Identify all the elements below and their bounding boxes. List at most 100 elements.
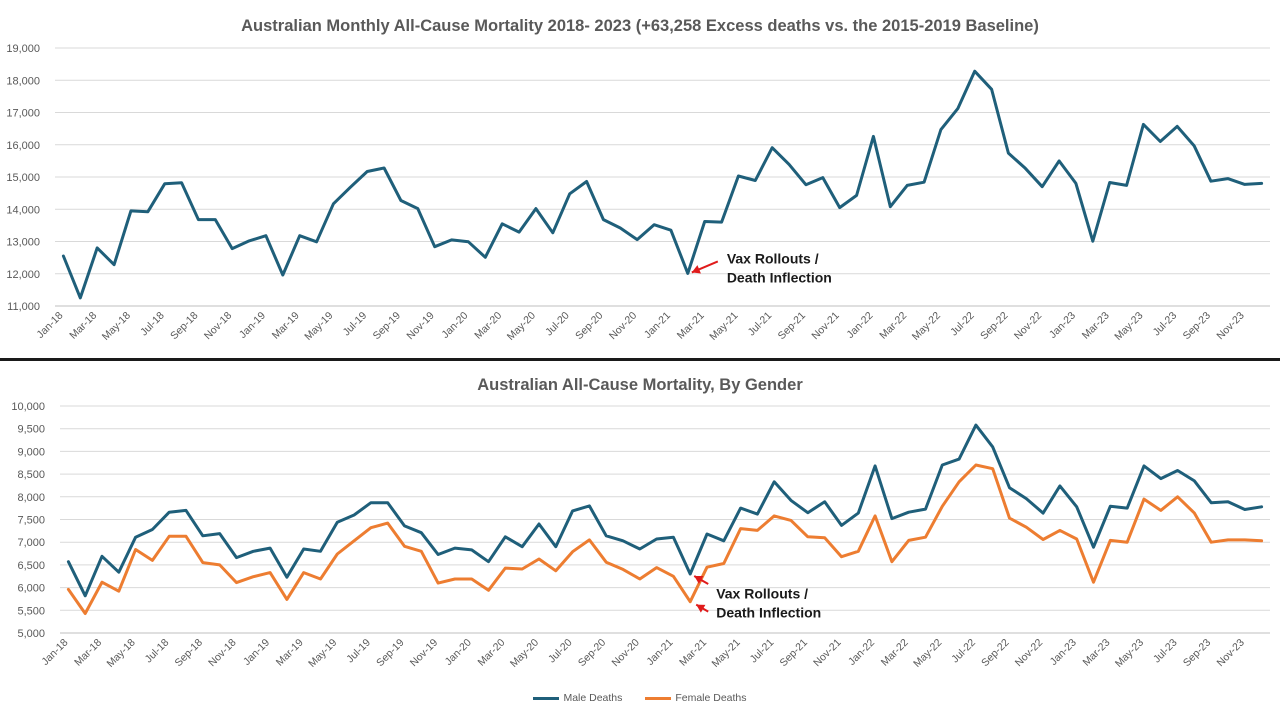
chart-legend: Male Deaths Female Deaths xyxy=(0,692,1280,704)
x-tick-label: Nov-18 xyxy=(206,637,239,670)
x-tick-label: May-20 xyxy=(508,637,541,670)
y-tick-label: 11,000 xyxy=(7,301,40,313)
y-tick-label: 13,000 xyxy=(6,237,40,249)
x-tick-label: Nov-20 xyxy=(607,310,640,343)
x-tick-label: Sep-20 xyxy=(576,637,609,670)
x-tick-label: Mar-21 xyxy=(677,637,709,669)
x-tick-label: Sep-21 xyxy=(778,637,811,670)
x-tick-label: Jul-22 xyxy=(948,310,977,339)
y-tick-label: 8,000 xyxy=(17,492,45,504)
x-tick-label: Sep-19 xyxy=(374,637,407,670)
x-tick-label: Jan-22 xyxy=(846,637,877,668)
y-tick-label: 6,500 xyxy=(17,560,45,572)
legend-swatch-female xyxy=(645,696,672,700)
chart-title: Australian All-Cause Mortality, By Gende… xyxy=(477,376,803,394)
x-tick-label: Jan-18 xyxy=(34,310,65,341)
x-tick-label: Sep-20 xyxy=(573,310,606,343)
chart-panel-gender-mortality: Australian All-Cause Mortality, By Gende… xyxy=(0,361,1280,720)
x-tick-label: Jul-19 xyxy=(341,310,370,339)
x-tick-label: Nov-21 xyxy=(809,310,842,343)
x-tick-label: Nov-21 xyxy=(811,637,844,670)
x-tick-label: May-18 xyxy=(105,637,138,670)
series-line-2 xyxy=(66,463,1264,615)
x-tick-label: Mar-23 xyxy=(1080,310,1112,342)
x-tick-label: Sep-22 xyxy=(978,310,1011,343)
x-tick-label: May-18 xyxy=(100,310,133,343)
x-tick-label: Mar-18 xyxy=(72,637,104,669)
x-tick-label: Jan-19 xyxy=(237,310,268,341)
y-tick-label: 18,000 xyxy=(6,75,40,87)
y-tick-label: 9,500 xyxy=(17,424,45,436)
x-tick-label: May-23 xyxy=(1113,637,1146,670)
annotation-arrow-head xyxy=(694,575,704,584)
x-tick-label: Mar-23 xyxy=(1080,637,1112,669)
chart-divider xyxy=(0,358,1280,361)
x-tick-label: Sep-19 xyxy=(371,310,404,343)
x-tick-label: Nov-19 xyxy=(404,310,437,343)
x-tick-label: Sep-23 xyxy=(1181,637,1214,670)
x-tick-label: Sep-22 xyxy=(979,637,1012,670)
y-tick-label: 7,500 xyxy=(17,515,45,527)
x-tick-label: May-23 xyxy=(1112,310,1145,343)
x-tick-label: Jan-22 xyxy=(844,310,875,341)
x-tick-label: May-20 xyxy=(505,310,538,343)
x-tick-label: Jan-23 xyxy=(1048,637,1079,668)
x-tick-label: Sep-21 xyxy=(776,310,809,343)
chart-panel-total-mortality: Australian Monthly All-Cause Mortality 2… xyxy=(0,0,1280,358)
legend-label-male: Male Deaths xyxy=(563,692,623,704)
series-line-1 xyxy=(66,423,1264,598)
x-tick-label: Jan-21 xyxy=(642,310,673,341)
x-tick-label: Mar-22 xyxy=(879,637,911,669)
y-tick-label: 17,000 xyxy=(6,108,40,120)
annotation-text: Vax Rollouts / xyxy=(716,586,808,602)
x-tick-label: Mar-19 xyxy=(274,637,306,669)
x-tick-label: Jan-21 xyxy=(644,637,675,668)
y-tick-label: 16,000 xyxy=(6,140,40,152)
x-tick-label: Nov-23 xyxy=(1214,310,1247,343)
x-tick-label: Jul-18 xyxy=(143,637,172,666)
x-tick-label: Sep-23 xyxy=(1181,310,1214,343)
x-tick-label: Jul-21 xyxy=(746,310,775,339)
x-tick-label: Jan-23 xyxy=(1047,310,1078,341)
annotation-arrow-head xyxy=(691,265,701,274)
x-tick-label: May-22 xyxy=(911,637,944,670)
x-tick-label: Nov-19 xyxy=(408,637,441,670)
x-tick-label: Mar-18 xyxy=(67,310,99,342)
y-tick-label: 19,000 xyxy=(6,43,40,55)
series-line-1 xyxy=(61,69,1264,300)
x-tick-label: Jan-19 xyxy=(241,637,272,668)
x-tick-label: May-21 xyxy=(707,310,740,343)
x-tick-label: May-21 xyxy=(710,637,743,670)
y-tick-label: 8,500 xyxy=(17,469,45,481)
y-tick-label: 12,000 xyxy=(6,269,40,281)
x-tick-label: Jul-23 xyxy=(1151,637,1180,666)
x-tick-label: Mar-20 xyxy=(472,310,504,342)
x-tick-label: Jan-20 xyxy=(443,637,474,668)
x-tick-label: Nov-20 xyxy=(609,637,642,670)
y-tick-label: 14,000 xyxy=(6,204,40,216)
line-chart-total: 11,000 12,000 13,000 14,000 15,000 16,000 17,0… xyxy=(6,43,1270,343)
x-tick-label: Mar-20 xyxy=(475,637,507,669)
legend-item-female[interactable]: Female Deaths xyxy=(645,692,747,704)
x-tick-label: Nov-22 xyxy=(1012,310,1045,343)
y-tick-label: 6,000 xyxy=(17,583,45,595)
x-tick-label: Nov-18 xyxy=(202,310,235,343)
x-tick-label: Jul-18 xyxy=(138,310,167,339)
x-tick-label: Sep-18 xyxy=(168,310,201,343)
x-tick-label: Mar-21 xyxy=(675,310,707,342)
x-tick-label: Mar-19 xyxy=(270,310,302,342)
x-tick-label: Mar-22 xyxy=(877,310,909,342)
y-tick-label: 9,000 xyxy=(17,446,45,458)
line-chart-gender: 5,000 5,500 6,000 6,500 7,000 7,500 8,000 8,500… xyxy=(11,401,1270,670)
legend-item-male[interactable]: Male Deaths xyxy=(533,692,622,704)
x-tick-label: Jul-21 xyxy=(748,637,777,666)
y-tick-label: 5,000 xyxy=(17,628,45,640)
y-tick-label: 15,000 xyxy=(6,172,40,184)
x-tick-label: Jul-19 xyxy=(344,637,373,666)
annotation-text: Death Inflection xyxy=(727,269,832,285)
x-tick-label: Jul-20 xyxy=(543,310,572,339)
legend-swatch-male xyxy=(533,696,560,700)
annotation-text: Vax Rollouts / xyxy=(727,250,819,266)
x-tick-label: May-19 xyxy=(306,637,339,670)
x-tick-label: May-22 xyxy=(910,310,943,343)
